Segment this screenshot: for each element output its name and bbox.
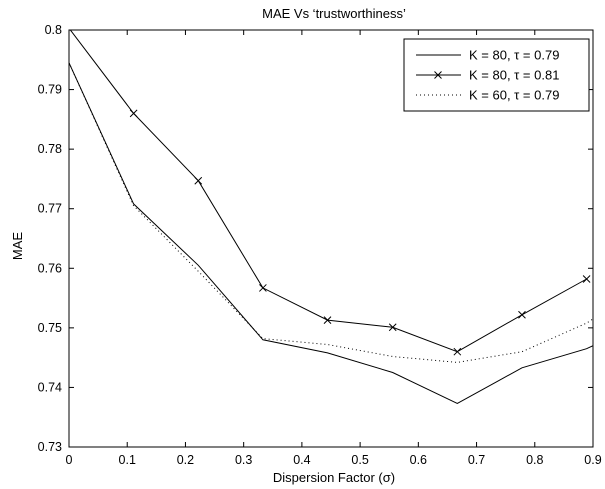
y-tick-label: 0.73 <box>38 440 62 454</box>
y-tick-label: 0.77 <box>38 202 62 216</box>
series-2-point <box>453 347 462 356</box>
x-axis-label: Dispersion Factor (σ) <box>273 470 395 485</box>
legend-marker <box>434 71 442 79</box>
plot-frame <box>68 29 594 448</box>
series-line-1 <box>69 62 593 405</box>
legend-label-1: K = 80, τ = 0.79 <box>469 48 559 63</box>
marker-stroke <box>194 176 203 185</box>
marker-stroke <box>453 347 462 356</box>
series-2-point <box>129 109 138 118</box>
marker-stroke <box>323 316 332 324</box>
x-tick-label: 0.7 <box>468 453 485 467</box>
x-tick-label: 0.9 <box>584 453 601 467</box>
y-tick-label: 0.76 <box>38 261 62 275</box>
axes-box <box>68 29 594 448</box>
y-tick-label: 0.8 <box>45 23 62 37</box>
legend-label-2: K = 80, τ = 0.81 <box>469 68 559 83</box>
marker-stroke <box>259 284 267 292</box>
series-2-point <box>323 316 332 324</box>
x-tick-label: 0.1 <box>119 453 136 467</box>
x-tick-label: 0.6 <box>410 453 427 467</box>
y-tick-label: 0.78 <box>38 142 62 156</box>
y-tick-label: 0.79 <box>38 83 62 97</box>
y-axis-label: MAE <box>10 232 25 261</box>
x-tick-label: 0 <box>66 453 73 467</box>
series-2-point <box>518 310 526 319</box>
x-axis-ticks: 0 0.1 0.2 0.3 0.4 0.5 0.6 0.7 0.8 0.9 <box>66 30 602 467</box>
x-tick-label: 0.5 <box>351 453 368 467</box>
marker-stroke <box>582 275 591 283</box>
series-layer <box>69 30 593 405</box>
y-tick-label: 0.75 <box>38 321 62 335</box>
x-tick-label: 0.8 <box>526 453 543 467</box>
x-tick-label: 0.3 <box>235 453 252 467</box>
x-tick-label: 0.4 <box>293 453 310 467</box>
marker-stroke <box>129 109 138 118</box>
series-2-point <box>259 284 267 292</box>
y-axis-ticks: 0.73 0.74 0.75 0.76 0.77 0.78 0.79 0.8 <box>38 23 593 454</box>
marker-stroke <box>388 323 397 332</box>
chart-title: MAE Vs ‘trustworthiness’ <box>262 6 406 21</box>
series-line-3 <box>69 62 593 363</box>
marker-stroke <box>518 310 526 319</box>
series-2-point <box>388 323 397 332</box>
legend-label-3: K = 60, τ = 0.79 <box>469 88 559 103</box>
series-2-point <box>194 176 203 185</box>
x-tick-label: 0.2 <box>177 453 194 467</box>
series-2-point <box>582 275 591 283</box>
y-tick-label: 0.74 <box>38 380 62 394</box>
legend: K = 80, τ = 0.79 K = 80, τ = 0.81 K = 60, … <box>403 38 590 112</box>
